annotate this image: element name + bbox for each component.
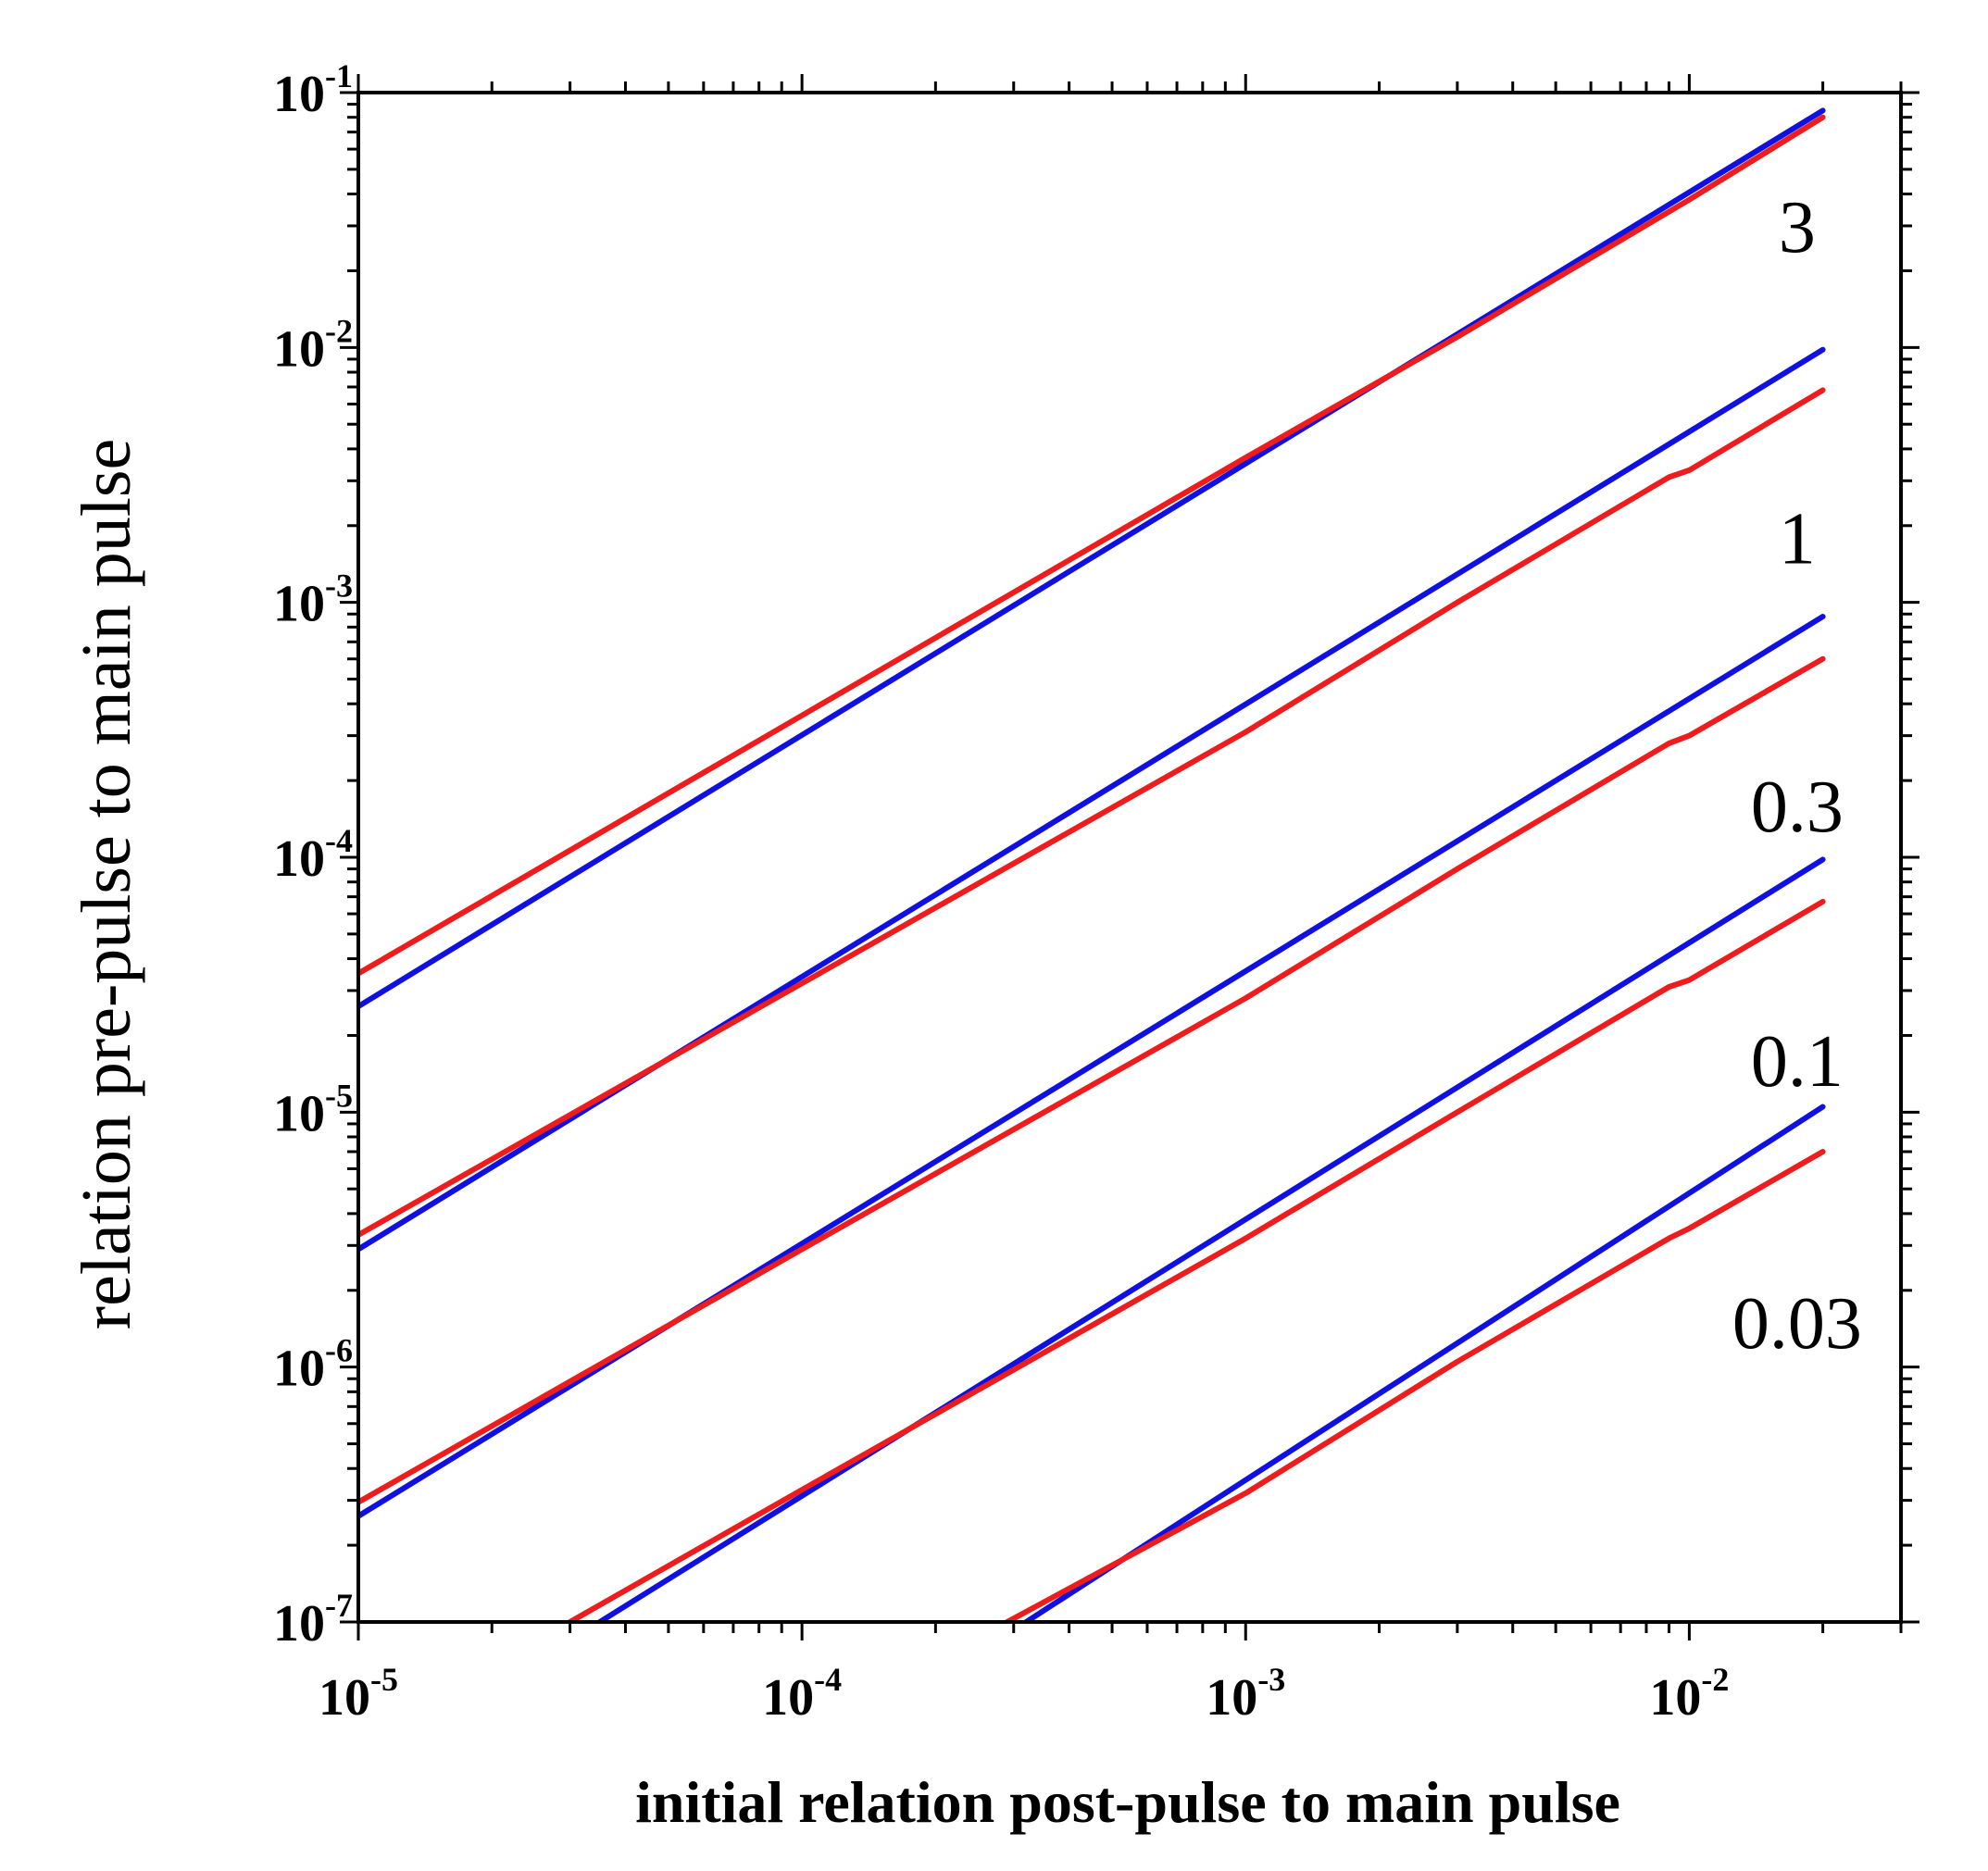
y-tick-exponent: -2 [325,312,353,349]
y-tick-base: 10 [273,1595,325,1653]
y-tick-exponent: -3 [325,568,353,605]
annotation-1: 1 [1779,498,1816,580]
annotation-4: 0.03 [1732,1283,1862,1365]
annotation-2: 0.3 [1751,767,1844,848]
series-line-blue-4 [358,614,1826,1519]
y-tick-base: 10 [273,1085,325,1142]
y-tick-base: 10 [273,1341,325,1398]
label-layer: initial relation post-pulse to main puls… [68,439,1620,1835]
x-tick-label: 10-4 [762,1661,842,1727]
annotation-3: 0.1 [1751,1021,1844,1103]
series-line-red-1 [358,114,1826,977]
y-tick-exponent: -6 [325,1332,353,1369]
series-line-red-3 [358,387,1826,1238]
x-tick-base: 10 [762,1669,814,1727]
axes-layer: 10-5 10-4 10-3 10-210-710-610-510-410-310-2… [273,57,1919,1727]
y-tick-base: 10 [273,830,325,888]
y-tick-exponent: -4 [325,822,353,859]
series-line-blue-6 [596,856,1826,1622]
x-tick-label: 10-3 [1206,1661,1285,1727]
x-tick-base: 10 [1206,1669,1257,1727]
y-tick-label: 10-3 [273,568,353,633]
series-line-red-9 [1004,1149,1826,1622]
y-tick-base: 10 [273,576,325,633]
y-tick-exponent: -1 [325,57,353,94]
y-tick-base: 10 [273,66,325,123]
x-tick-exponent: -4 [814,1661,842,1698]
y-tick-label: 10-1 [273,57,353,123]
x-tick-exponent: -2 [1701,1661,1729,1698]
data-layer [358,107,1826,1622]
x-tick-label: 10-5 [319,1661,398,1727]
series-line-red-7 [567,898,1826,1622]
x-tick-exponent: -5 [370,1661,398,1698]
series-line-blue-2 [358,346,1826,1253]
x-axis-label: initial relation post-pulse to main puls… [635,1769,1620,1835]
y-tick-exponent: -5 [325,1077,353,1114]
series-line-red-5 [358,655,1826,1505]
y-tick-label: 10-7 [273,1587,353,1653]
y-tick-label: 10-4 [273,822,353,888]
series-line-blue-0 [358,107,1826,1010]
x-tick-label: 10-2 [1649,1661,1729,1727]
plot-frame [356,91,1903,1624]
annotation-0: 3 [1779,187,1816,268]
y-tick-base: 10 [273,320,325,378]
y-tick-label: 10-6 [273,1332,353,1398]
x-tick-exponent: -3 [1257,1661,1285,1698]
y-tick-label: 10-2 [273,312,353,378]
x-tick-base: 10 [319,1669,370,1727]
series-line-blue-8 [1023,1104,1826,1622]
y-axis-label: relation pre-pulse to main pulse [68,439,145,1329]
y-tick-label: 10-5 [273,1077,353,1142]
series-group [358,107,1826,1622]
x-tick-base: 10 [1649,1669,1701,1727]
y-tick-exponent: -7 [325,1587,353,1624]
